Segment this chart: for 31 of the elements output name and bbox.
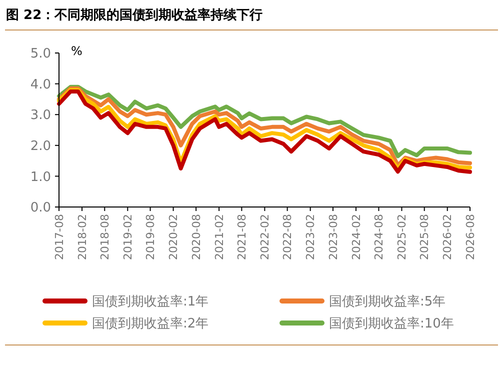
- x-tick-label: 2019-02: [121, 214, 134, 260]
- x-tick-label: 2017-08: [52, 214, 66, 260]
- x-tick-label: 2022-08: [281, 214, 294, 260]
- y-tick-label: 1.0: [30, 170, 51, 185]
- legend-label: 国债到期收益率:1年: [92, 294, 209, 310]
- x-tick-label: 2018-08: [98, 214, 112, 260]
- x-tick-label: 2024-08: [372, 214, 386, 260]
- x-tick-label: 2019-08: [144, 214, 158, 260]
- y-tick-label: 4.0: [30, 77, 51, 92]
- x-tick-label: 2026-02: [441, 214, 454, 260]
- y-tick-label: 2.0: [30, 138, 51, 154]
- legend-label: 国债到期收益率:10年: [329, 316, 454, 332]
- y-tick-label: 0.0: [30, 200, 51, 216]
- chart-title: 图 22：不同期限的国债到期收益率持续下行: [6, 7, 263, 23]
- x-tick-label: 2021-02: [212, 214, 226, 260]
- y-tick-label: 5.0: [30, 46, 51, 62]
- x-tick-label: 2018-02: [76, 214, 89, 260]
- x-tick-label: 2021-08: [236, 214, 249, 260]
- x-tick-label: 2023-02: [304, 214, 318, 260]
- x-tick-label: 2020-02: [167, 214, 180, 260]
- x-tick-label: 2020-08: [190, 214, 203, 260]
- x-tick-label: 2026-08: [464, 214, 477, 260]
- x-tick-label: 2024-02: [350, 214, 363, 260]
- legend-label: 国债到期收益率:5年: [329, 294, 446, 310]
- x-tick-label: 2025-08: [418, 214, 432, 260]
- y-tick-label: 3.0: [30, 108, 51, 124]
- x-tick-label: 2023-08: [326, 214, 340, 260]
- legend-label: 国债到期收益率:2年: [92, 316, 209, 332]
- x-tick-label: 2022-02: [258, 214, 272, 260]
- x-tick-label: 2025-02: [396, 214, 409, 260]
- y-axis-title: %: [71, 44, 82, 58]
